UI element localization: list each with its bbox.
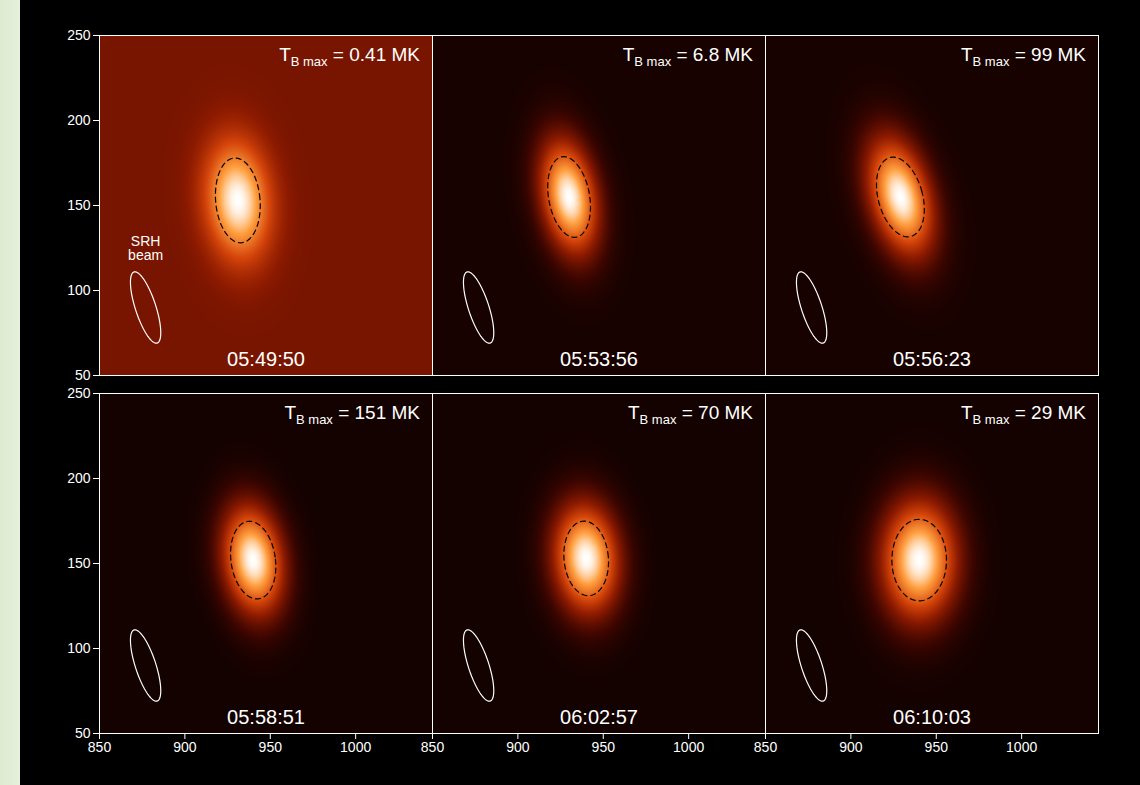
svg-text:50: 50 <box>74 725 91 741</box>
svg-text:TB max = 29 MK: TB max = 29 MK <box>961 402 1086 427</box>
svg-text:05:53:56: 05:53:56 <box>560 348 638 370</box>
svg-text:SRHbeam: SRHbeam <box>128 233 163 263</box>
svg-text:200: 200 <box>67 112 91 128</box>
svg-text:900: 900 <box>839 739 863 755</box>
svg-text:TB max = 6.8 MK: TB max = 6.8 MK <box>623 44 754 69</box>
svg-text:TB max = 0.41 MK: TB max = 0.41 MK <box>279 44 420 69</box>
svg-text:50: 50 <box>75 367 91 383</box>
svg-text:900: 900 <box>173 739 197 755</box>
svg-text:900: 900 <box>506 739 530 755</box>
svg-text:05:56:23: 05:56:23 <box>893 348 971 370</box>
svg-text:06:10:03: 06:10:03 <box>893 706 971 728</box>
svg-text:06:02:57: 06:02:57 <box>560 706 638 728</box>
svg-text:150: 150 <box>67 197 91 213</box>
svg-text:950: 950 <box>925 739 949 755</box>
svg-text:1000: 1000 <box>673 739 704 755</box>
svg-text:TB max = 99 MK: TB max = 99 MK <box>961 44 1086 69</box>
svg-text:200: 200 <box>67 470 91 486</box>
svg-text:850: 850 <box>88 739 112 755</box>
svg-text:05:58:51: 05:58:51 <box>227 706 305 728</box>
svg-text:250: 250 <box>67 385 91 401</box>
svg-text:100: 100 <box>67 282 91 298</box>
svg-text:05:49:50: 05:49:50 <box>227 348 305 370</box>
svg-text:TB max = 70 MK: TB max = 70 MK <box>628 402 753 427</box>
svg-text:950: 950 <box>592 739 616 755</box>
svg-text:250: 250 <box>67 27 91 43</box>
svg-text:950: 950 <box>259 739 283 755</box>
svg-text:850: 850 <box>754 739 778 755</box>
svg-text:100: 100 <box>67 640 91 656</box>
svg-text:850: 850 <box>421 739 445 755</box>
svg-text:150: 150 <box>67 555 91 571</box>
svg-text:1000: 1000 <box>340 739 371 755</box>
svg-text:TB max = 151 MK: TB max = 151 MK <box>284 402 420 427</box>
svg-text:1000: 1000 <box>1006 739 1037 755</box>
